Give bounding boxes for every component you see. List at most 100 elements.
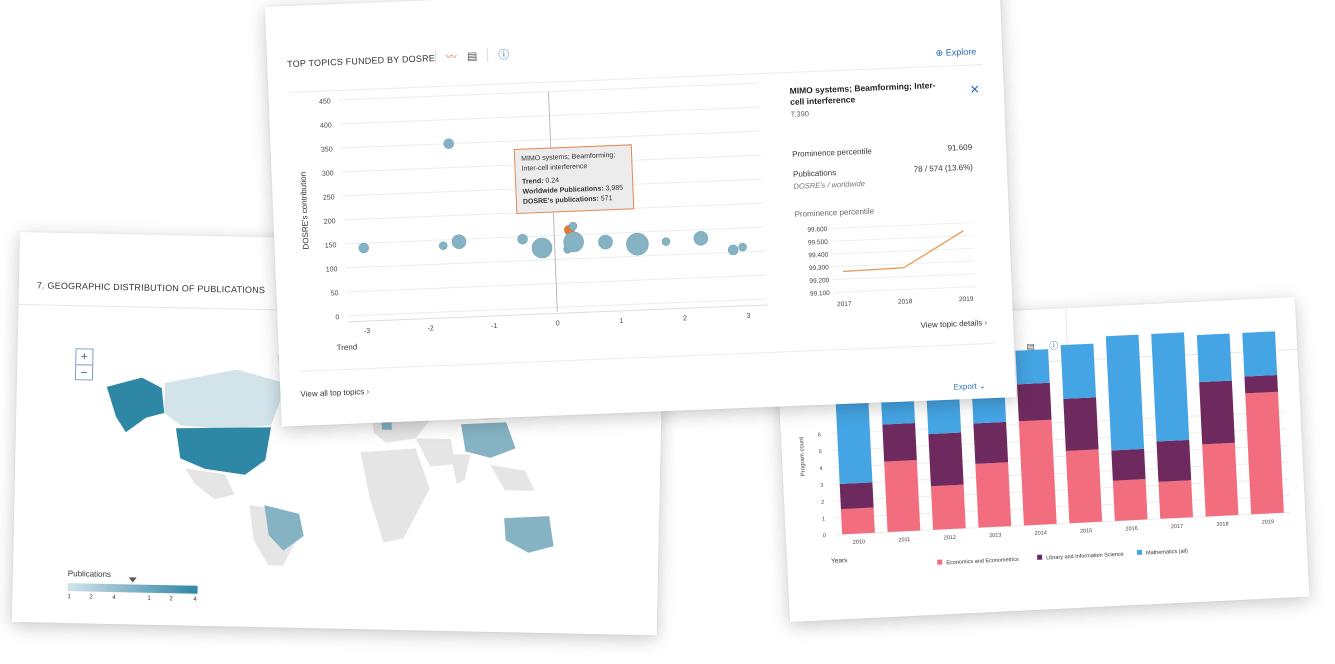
scatter-point xyxy=(531,237,553,259)
export-button[interactable]: Export ⌄ xyxy=(953,381,985,391)
globe-icon: ⊕ xyxy=(935,47,944,59)
x-tick-label: -2 xyxy=(427,325,434,332)
map-region-africa[interactable] xyxy=(359,447,431,543)
map-region-alaska[interactable] xyxy=(106,377,165,433)
y-tick-label: 350 xyxy=(321,146,333,153)
divider xyxy=(487,47,489,63)
y-tick-label: 400 xyxy=(320,122,332,129)
legend-marker xyxy=(128,577,137,583)
bar-segment xyxy=(1151,332,1190,442)
legend-tick: 2 xyxy=(89,594,93,601)
gridline xyxy=(832,260,975,268)
y-tick-label: 99.100 xyxy=(810,290,831,298)
y-tick-label: 150 xyxy=(325,242,337,249)
y-tick-label: 3 xyxy=(820,483,823,489)
bar-segment xyxy=(1105,334,1145,451)
y-axis-label: Program count xyxy=(799,436,807,476)
bar-segment xyxy=(882,423,917,462)
x-tick-label: 2013 xyxy=(989,533,1002,540)
y-tick-label: 200 xyxy=(324,218,336,225)
explore-link[interactable]: ⊕ Explore xyxy=(935,46,976,59)
info-icon[interactable]: ⓘ xyxy=(498,49,510,62)
map-region-se-asia[interactable] xyxy=(490,464,536,491)
gridline xyxy=(831,222,974,229)
y-tick-label: 99.600 xyxy=(807,226,828,234)
bar-segment xyxy=(1245,391,1284,515)
x-tick-label: 2017 xyxy=(1171,524,1184,531)
table-icon[interactable]: ▤ xyxy=(466,49,478,63)
map-region-china[interactable] xyxy=(460,421,516,458)
map-region-middle-east[interactable] xyxy=(415,438,456,467)
scatter-point xyxy=(443,138,454,149)
bar-segment xyxy=(1060,343,1097,399)
scatter-point xyxy=(727,244,739,256)
bar-segment xyxy=(1156,439,1192,482)
details-label: View topic details xyxy=(920,318,983,330)
scatter-point xyxy=(563,231,584,253)
x-tick-label: 2010 xyxy=(853,539,866,546)
bar-segment xyxy=(1111,448,1146,481)
line-chart-icon[interactable]: 〰 xyxy=(445,51,458,64)
bar-segment xyxy=(975,462,1012,528)
view-all-topics-link[interactable]: View all top topics › xyxy=(300,387,369,399)
x-tick-label: 1 xyxy=(619,318,623,325)
y-tick-label: 300 xyxy=(322,170,334,177)
geo-card-title: 7. GEOGRAPHIC DISTRIBUTION OF PUBLICATIO… xyxy=(36,280,266,296)
y-tick-label: 0 xyxy=(335,314,339,321)
y-tick-label: 99.400 xyxy=(808,252,829,260)
bar-segment xyxy=(1112,479,1148,522)
chevron-down-icon: ⌄ xyxy=(978,381,986,391)
gridline xyxy=(831,234,974,242)
publications-row: Publications 78 / 574 (13.6%) DOSRE's / … xyxy=(793,163,974,191)
bar-segment xyxy=(1202,442,1239,517)
scatter-point xyxy=(661,237,671,246)
divider xyxy=(434,50,437,65)
map-region-brazil[interactable] xyxy=(263,505,304,551)
bar-segment xyxy=(1018,419,1057,526)
gridline xyxy=(832,247,975,255)
close-icon[interactable]: ✕ xyxy=(969,82,981,97)
map-region-mexico[interactable] xyxy=(184,468,235,500)
mini-chart-title: Prominence percentile xyxy=(794,206,875,219)
x-tick-label: 2012 xyxy=(944,535,957,542)
x-tick-label: 2018 xyxy=(898,298,913,306)
y-axis-label: DOSRE's contribution xyxy=(299,172,311,250)
map-region-canada[interactable] xyxy=(164,368,287,431)
map-region-india[interactable] xyxy=(450,454,471,485)
publications-value: 78 / 574 (13.6%) xyxy=(913,162,974,175)
top-topics-card: TOP TOPICS FUNDED BY DOSRE 〰 ▤ ⓘ ⊕ Explo… xyxy=(264,0,1017,427)
legend-label: Mathematics (all) xyxy=(1146,548,1188,556)
gridline xyxy=(833,273,976,281)
x-tick-label: 2016 xyxy=(1125,526,1138,533)
x-tick-label: 3 xyxy=(746,313,750,320)
map-region-australia[interactable] xyxy=(503,515,554,553)
bar-segment xyxy=(1015,349,1050,385)
scatter-point xyxy=(438,241,448,250)
tooltip-topic-name: MIMO systems; Beamforming; Inter-cell in… xyxy=(521,151,616,173)
bar-segment xyxy=(1196,333,1232,383)
y-tick-label: 4 xyxy=(819,466,822,472)
legend-tick: 4 xyxy=(112,595,116,602)
map-region-usa[interactable] xyxy=(175,425,271,475)
x-tick-label: -1 xyxy=(491,323,498,330)
x-tick-label: 2011 xyxy=(898,537,910,544)
bar-segment xyxy=(840,507,875,535)
view-topic-details-link[interactable]: View topic details › xyxy=(920,318,987,330)
map-legend-ticks: 1 2 4 1 2 4 xyxy=(67,594,207,603)
x-tick-label: 2 xyxy=(683,315,687,322)
bar-segment xyxy=(1063,397,1099,452)
y-tick-label: 99.300 xyxy=(809,264,830,272)
bar-segment xyxy=(1244,374,1278,394)
y-tick-label: 100 xyxy=(326,266,338,273)
y-tick-label: 0 xyxy=(823,533,826,539)
x-tick-label: 2014 xyxy=(1034,530,1047,537)
x-tick-label: -3 xyxy=(364,328,371,335)
bar-segment xyxy=(1017,382,1052,422)
y-tick-label: 5 xyxy=(819,449,822,455)
scatter-point xyxy=(598,234,613,250)
gridline xyxy=(833,286,976,293)
topics-scatter-chart: 0 50 100 150 200 250 300 350 400 450 -3 -2 -1 0 1 2 3 Tre… xyxy=(299,82,768,352)
x-axis xyxy=(347,304,768,323)
chevron-right-icon: › xyxy=(984,318,988,328)
prominence-value: 91.609 xyxy=(947,142,973,153)
